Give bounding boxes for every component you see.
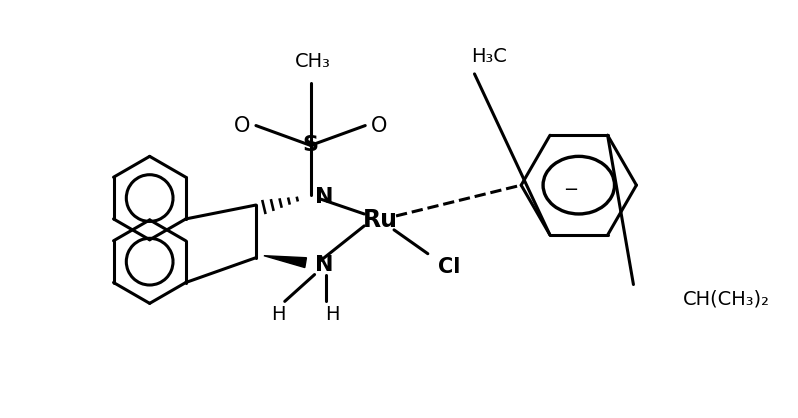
Text: S: S (302, 135, 318, 155)
Text: CH(CH₃)₂: CH(CH₃)₂ (683, 290, 770, 309)
Text: −: − (563, 181, 579, 199)
Text: O: O (371, 115, 387, 135)
Text: Ru: Ru (362, 208, 397, 232)
Polygon shape (264, 256, 306, 268)
Text: O: O (234, 115, 251, 135)
Text: H: H (326, 305, 340, 324)
Text: N: N (315, 255, 334, 275)
Text: H: H (271, 305, 286, 324)
Text: H₃C: H₃C (472, 46, 508, 66)
Text: Cl: Cl (438, 257, 461, 277)
Text: N: N (315, 187, 334, 207)
Text: CH₃: CH₃ (294, 52, 330, 71)
